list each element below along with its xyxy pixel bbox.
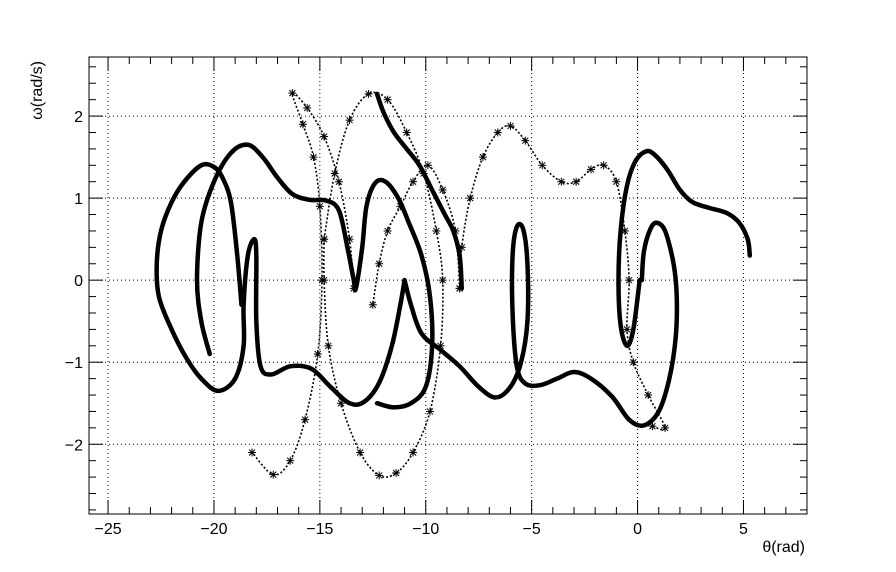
asterisk-marker: [298, 120, 307, 129]
asterisk-marker: [286, 456, 295, 465]
x-tick-label: −25: [94, 521, 121, 538]
asterisk-marker: [320, 276, 329, 285]
x-axis-title: θ(rad): [762, 539, 805, 556]
asterisk-marker: [337, 399, 346, 408]
asterisk-marker: [301, 415, 310, 424]
trajectory-segment-7: [458, 124, 666, 431]
asterisk-marker: [364, 89, 373, 98]
asterisk-marker: [345, 235, 354, 244]
asterisk-marker: [248, 448, 257, 457]
asterisk-marker: [349, 284, 358, 293]
trajectory-segment-2: [402, 220, 680, 428]
trajectory-segment-6: [322, 91, 444, 478]
plot-frame: [88, 56, 808, 515]
asterisk-marker: [661, 423, 670, 432]
asterisk-marker: [313, 350, 322, 359]
asterisk-marker: [383, 95, 392, 104]
x-tick-label: 5: [739, 521, 748, 538]
asterisk-marker: [392, 468, 401, 477]
x-tick-label: −10: [412, 521, 439, 538]
asterisk-marker: [599, 161, 608, 170]
y-axis-title: ω(rad/s): [29, 61, 46, 120]
asterisk-marker: [506, 121, 515, 130]
asterisk-marker: [368, 300, 377, 309]
asterisk-marker: [375, 259, 384, 268]
asterisk-marker: [334, 177, 343, 186]
y-tick-label: 1: [74, 191, 83, 208]
trajectory-segment-4: [194, 142, 435, 410]
asterisk-marker: [644, 391, 653, 400]
y-tick-label: −2: [65, 437, 83, 454]
asterisk-marker: [586, 165, 595, 174]
asterisk-marker: [409, 448, 418, 457]
y-tick-label: −1: [65, 355, 83, 372]
asterisk-marker: [629, 358, 638, 367]
asterisk-marker: [315, 202, 324, 211]
asterisk-marker: [345, 116, 354, 125]
asterisk-marker: [466, 194, 475, 203]
trajectory-segment-1: [616, 148, 753, 349]
trajectory-segment-5: [251, 91, 355, 476]
trajectory-curves: [154, 89, 753, 480]
asterisk-marker: [409, 177, 418, 186]
asterisk-marker: [438, 185, 447, 194]
asterisk-marker: [375, 471, 384, 480]
asterisk-marker: [648, 422, 657, 431]
asterisk-marker: [478, 153, 487, 162]
axis-ticks: [89, 57, 808, 514]
asterisk-marker: [432, 226, 441, 235]
x-tick-label: −5: [523, 521, 541, 538]
asterisk-marker: [423, 161, 432, 170]
asterisk-marker: [625, 276, 634, 285]
asterisk-marker: [622, 325, 631, 334]
trajectory-segment-3: [154, 161, 407, 407]
asterisk-marker: [521, 136, 530, 145]
asterisk-marker: [396, 202, 405, 211]
asterisk-marker: [538, 161, 547, 170]
x-tick-label: −15: [306, 521, 333, 538]
x-tick-label: 0: [633, 521, 642, 538]
trajectory-segment-9: [374, 91, 465, 291]
asterisk-marker: [425, 407, 434, 416]
asterisk-marker: [309, 153, 318, 162]
x-tick-label: −20: [200, 521, 227, 538]
asterisk-marker: [288, 89, 297, 98]
asterisk-marker: [493, 128, 502, 137]
asterisk-marker: [402, 128, 411, 137]
asterisk-marker: [438, 276, 447, 285]
asterisk-marker: [269, 470, 278, 479]
asterisk-marker: [557, 177, 566, 186]
asterisk-marker: [320, 235, 329, 244]
asterisk-marker: [572, 177, 581, 186]
asterisk-marker: [356, 448, 365, 457]
y-tick-label: 0: [74, 273, 83, 290]
asterisk-marker: [612, 177, 621, 186]
asterisk-marker: [303, 103, 312, 112]
asterisk-marker: [324, 341, 333, 350]
asterisk-marker: [320, 132, 329, 141]
asterisk-marker: [620, 226, 629, 235]
asterisk-marker: [436, 341, 445, 350]
asterisk-marker: [383, 226, 392, 235]
asterisk-marker: [330, 169, 339, 178]
y-tick-label: 2: [74, 109, 83, 126]
